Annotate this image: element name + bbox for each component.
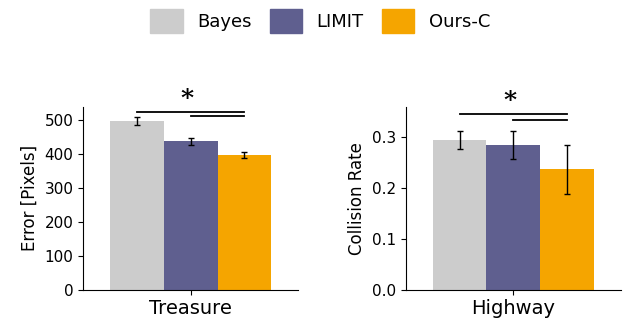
Bar <box>486 145 540 290</box>
Bar <box>110 121 164 290</box>
Bar <box>218 155 271 290</box>
Text: *: * <box>180 87 194 111</box>
Legend: Bayes, LIMIT, Ours-C: Bayes, LIMIT, Ours-C <box>147 6 493 36</box>
Bar <box>540 169 594 290</box>
Bar <box>164 142 218 290</box>
Y-axis label: Error [Pixels]: Error [Pixels] <box>21 145 39 251</box>
Text: *: * <box>503 89 516 113</box>
Bar <box>433 140 486 290</box>
Y-axis label: Collision Rate: Collision Rate <box>348 142 366 254</box>
